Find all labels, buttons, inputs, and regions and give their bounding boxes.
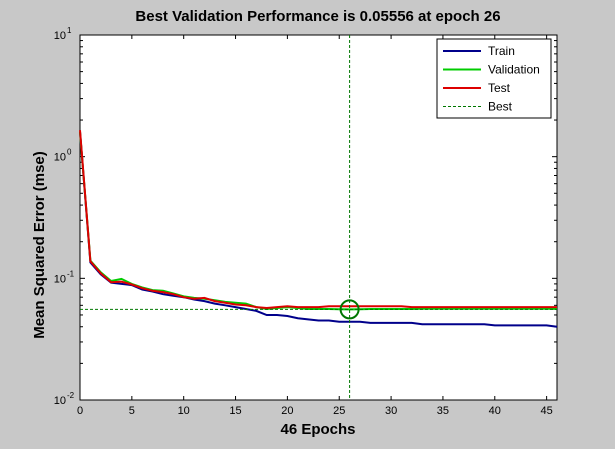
series-line-train xyxy=(79,131,558,328)
legend-label-best: Best xyxy=(488,100,513,114)
x-tick-label: 40 xyxy=(489,405,501,417)
x-tick-label: 45 xyxy=(541,405,553,417)
legend-box xyxy=(436,38,552,119)
y-tick-label: 10 xyxy=(54,152,66,164)
y-tick-exponent: -2 xyxy=(67,391,75,400)
legend: Train Validation Test Best xyxy=(436,38,552,119)
x-tick-label: 15 xyxy=(229,405,241,417)
chart-title: Best Validation Performance is 0.05556 a… xyxy=(135,8,500,25)
series-lines xyxy=(79,130,558,328)
x-axis-label: 46 Epochs xyxy=(280,421,355,438)
y-tick-exponent: -1 xyxy=(67,269,75,278)
series-line-test xyxy=(79,130,557,310)
y-axis-label: Mean Squared Error (mse) xyxy=(31,151,48,339)
best-markers xyxy=(80,35,557,400)
x-tick-label: 35 xyxy=(437,405,449,417)
x-tick-label: 10 xyxy=(178,405,190,417)
best-point-marker xyxy=(339,299,360,320)
x-tick-label: 0 xyxy=(77,405,83,417)
legend-label-validation: Validation xyxy=(488,63,540,77)
y-tick-label: 10 xyxy=(54,273,66,285)
y-tick-label: 10 xyxy=(54,395,66,407)
x-tick-label: 30 xyxy=(385,405,397,417)
legend-label-train: Train xyxy=(488,44,515,58)
x-tick-label: 25 xyxy=(333,405,345,417)
y-tick-label: 10 xyxy=(54,30,66,42)
legend-label-test: Test xyxy=(488,81,511,95)
x-tick-label: 5 xyxy=(129,405,135,417)
series-line-validation xyxy=(79,131,558,311)
x-tick-label: 20 xyxy=(281,405,293,417)
y-tick-exponent: 0 xyxy=(67,148,72,157)
y-tick-exponent: 1 xyxy=(67,26,72,35)
